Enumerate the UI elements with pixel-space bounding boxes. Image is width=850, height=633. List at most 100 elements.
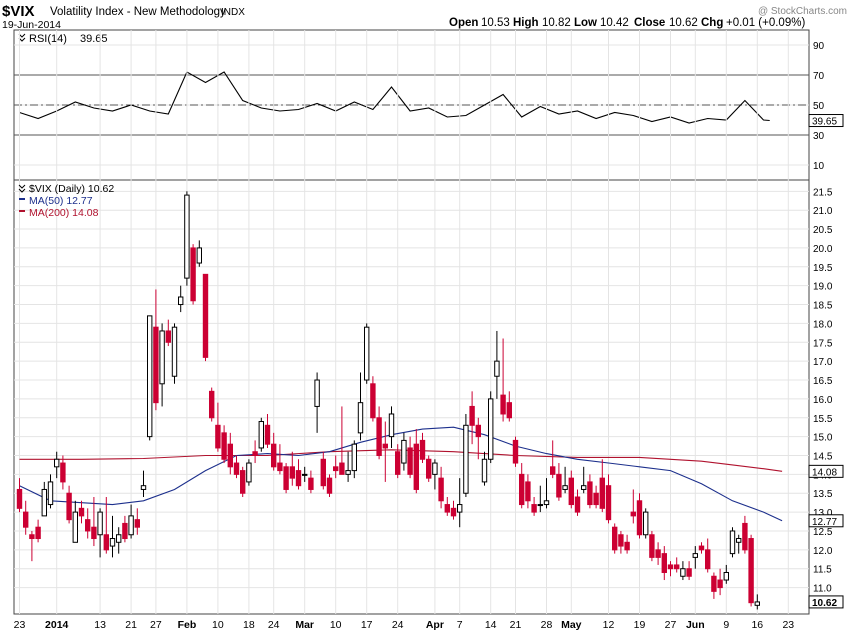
candlestick [636,493,643,539]
price-tick-label: 16.5 [813,376,833,387]
candlestick [512,436,519,467]
candlestick [395,444,401,479]
rsi-legend: RSI(14) 39.65 [18,33,108,45]
x-tick-label: May [561,619,582,631]
candle-body-down [320,458,327,487]
x-tick-label: 7 [457,619,463,631]
candle-body-up [72,511,78,543]
candlestick [333,455,339,479]
candle-body-up [481,458,488,483]
candlestick [475,417,482,460]
x-tick-label: 2014 [45,619,69,631]
x-tick-label: 28 [541,619,553,631]
candlestick [500,338,506,422]
candlestick [692,546,698,569]
candle-body-up [128,515,134,536]
candlestick [165,319,172,347]
candle-body-down [550,466,556,475]
candlestick [618,530,624,554]
price-tick-label: 17.0 [813,357,833,368]
candlestick [103,497,109,554]
last-value-tag-ma50 [808,514,844,528]
candle-body-up [457,504,463,513]
candlestick [525,474,531,509]
candle-body-down [23,511,29,528]
candlestick [612,523,618,554]
x-tick-label: Feb [178,619,197,631]
candlestick [134,508,141,535]
candlestick [289,451,296,486]
candle-body-up [723,571,729,581]
candlestick [258,417,265,452]
candlestick [562,466,568,494]
price-tick-label: 12.0 [813,546,833,557]
candlestick [351,440,358,479]
rsi-tick-label: 30 [813,131,825,142]
candlestick [283,463,289,494]
candlestick [506,391,513,422]
candle-body-down [612,526,618,551]
price-tick-label: 21.0 [813,206,833,217]
price-tick-label: 13.0 [813,508,833,519]
candle-body-down [221,432,227,460]
x-tick-label: 18 [243,619,255,631]
candlestick [326,474,333,498]
x-tick-label: 23 [14,619,26,631]
last-value-tag-ma200 [808,464,844,478]
candlestick [556,463,562,501]
candlestick [736,534,742,554]
candlestick [407,436,413,479]
candlestick [574,489,581,516]
candle-body-down [271,443,277,468]
candle-body-down [370,383,376,419]
price-tick-label: 20.0 [813,244,833,255]
candlestick [16,478,23,513]
candle-body-down [252,451,258,456]
candle-body-down [711,575,717,592]
candle-body-up [432,462,438,475]
candle-body-down [60,462,66,483]
candlestick [91,497,97,547]
candle-body-down [512,439,519,464]
candlestick [215,402,221,452]
candlestick [661,546,667,581]
candle-body-down [475,424,482,438]
candlestick [667,561,674,577]
candlestick [171,323,178,384]
rsi-legend-label: RSI(14) [29,33,67,45]
candle-body-down [103,534,109,551]
candlestick [605,474,612,524]
candle-body-down [122,522,128,540]
candle-body-up [140,485,147,490]
candle-body-up [357,402,364,434]
candlestick [54,451,60,479]
x-tick-label: 19 [634,619,646,631]
candlestick [537,485,543,513]
candle-body-down [698,545,705,551]
x-tick-label: Jun [686,619,705,631]
candlestick [271,432,277,471]
ma200-legend-swatch [19,210,25,212]
candle-body-down [209,390,215,419]
candlestick [184,191,190,286]
price-tick-label: 14.5 [813,451,833,462]
candle-body-down [308,477,314,490]
high-value: 10.82 [542,17,571,29]
candle-body-down [395,451,401,475]
candle-body-down [556,473,562,498]
candlestick [698,542,705,554]
price-legend-label: $VIX (Daily) 10.62 [29,183,114,195]
price-tick-label: 18.0 [813,319,833,330]
candle-body-up [388,413,395,438]
candle-body-up [184,194,190,279]
candlestick [587,474,593,509]
price-tick-label: 16.0 [813,395,833,406]
candlestick [221,425,227,464]
candle-body-down [500,394,506,415]
x-tick-label: 27 [665,619,677,631]
candle-body-down [35,526,41,540]
candlestick [481,451,488,486]
last-value-text-ma50: 12.77 [812,517,837,528]
last-value-text-ma200: 14.08 [812,467,837,478]
candlestick [469,391,475,445]
